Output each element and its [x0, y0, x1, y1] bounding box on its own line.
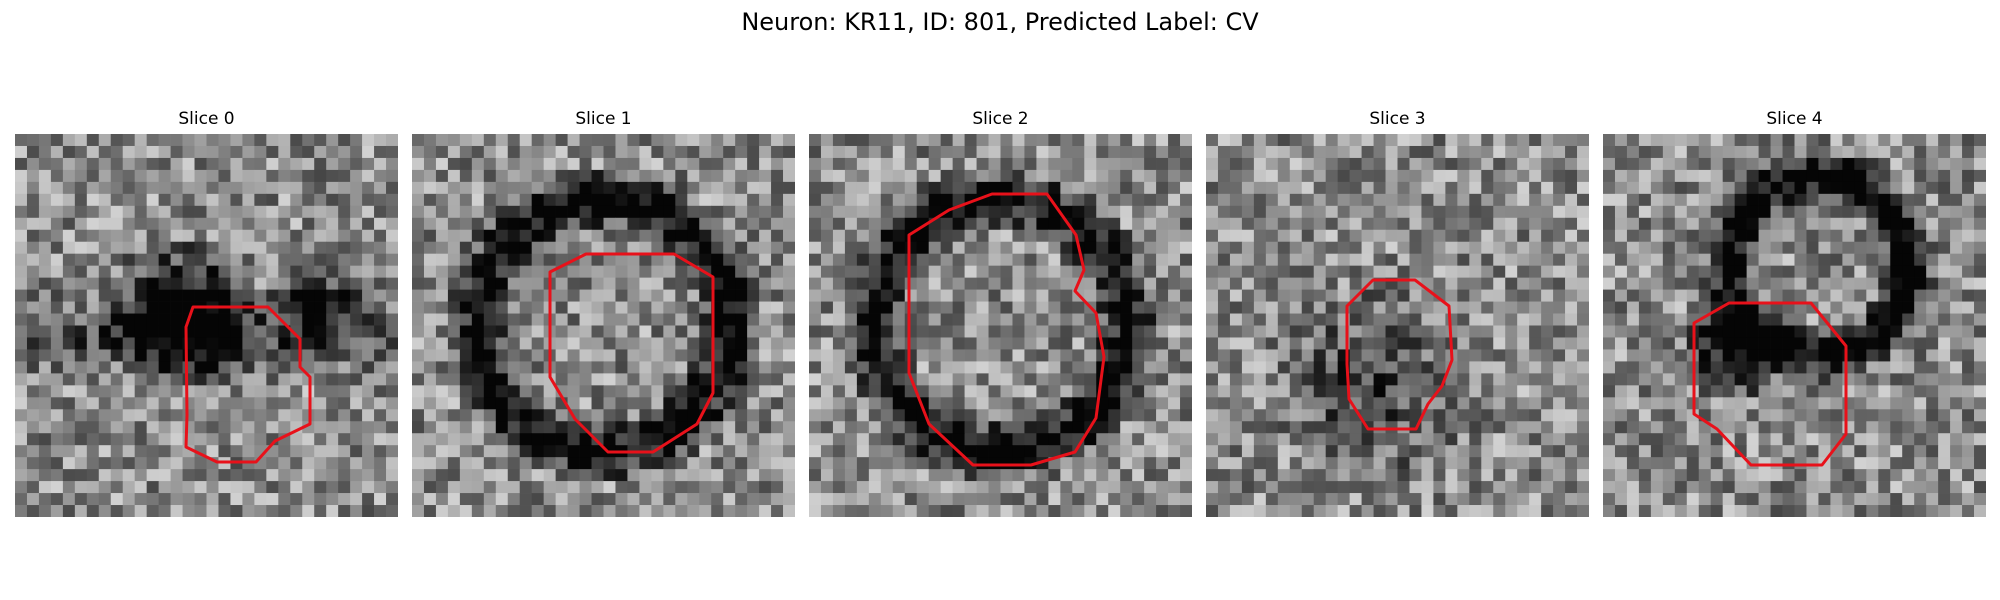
slice-panel-2: [809, 134, 1192, 517]
slice-title-0: Slice 0: [178, 109, 235, 129]
roi-contour-0: [184, 305, 312, 464]
roi-contour-1: [548, 252, 715, 454]
roi-contour-4: [1692, 301, 1848, 467]
slice-title-1: Slice 1: [575, 109, 632, 129]
slice-title-4: Slice 4: [1766, 109, 1823, 129]
slice-title-3: Slice 3: [1369, 109, 1426, 129]
roi-contour-3: [1345, 278, 1454, 431]
pixel-grid-1: [412, 134, 795, 517]
roi-contour-2: [907, 192, 1106, 467]
slice-panel-0: [15, 134, 398, 517]
slice-panel-1: [412, 134, 795, 517]
slice-image-2: [809, 134, 1192, 517]
slice-image-1: [412, 134, 795, 517]
slice-image-0: [15, 134, 398, 517]
slice-panel-3: [1206, 134, 1589, 517]
slice-title-2: Slice 2: [972, 109, 1029, 129]
pixel-grid-0: [15, 134, 398, 517]
pixel-grid-2: [809, 134, 1192, 517]
slice-image-3: [1206, 134, 1589, 517]
slice-panel-4: [1603, 134, 1986, 517]
pixel-grid-4: [1603, 134, 1986, 517]
slice-image-4: [1603, 134, 1986, 517]
figure-title: Neuron: KR11, ID: 801, Predicted Label: …: [741, 8, 1259, 36]
pixel-grid-3: [1206, 134, 1589, 517]
